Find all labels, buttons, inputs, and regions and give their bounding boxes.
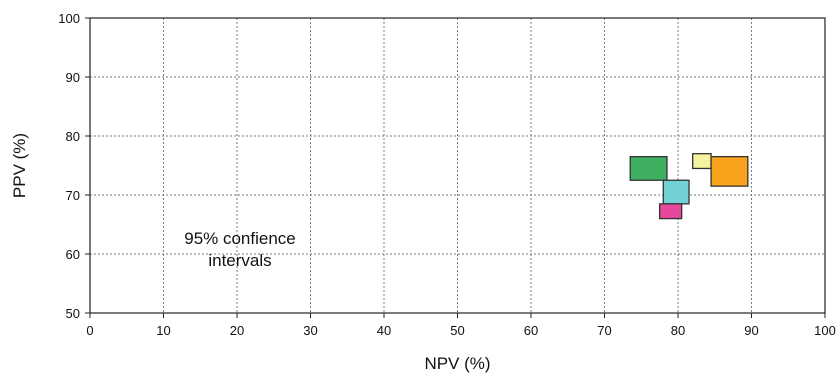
x-tick-label-80: 80	[671, 323, 685, 338]
x-tick-label-10: 10	[156, 323, 170, 338]
axis-ticks: 0 10 20 30 40 50 60 70 80 90 100 50 60 70 80 90 100	[58, 11, 836, 338]
y-tick-label-80: 80	[66, 129, 80, 144]
ci-box-2	[662, 179, 690, 205]
ci-box-5	[710, 155, 749, 187]
x-tick-label-100: 100	[814, 323, 836, 338]
x-tick-label-50: 50	[450, 323, 464, 338]
x-axis-title: NPV (%)	[424, 354, 490, 373]
x-tick-label-90: 90	[744, 323, 758, 338]
y-tick-label-90: 90	[66, 70, 80, 85]
y-tick-label-70: 70	[66, 188, 80, 203]
x-tick-label-40: 40	[377, 323, 391, 338]
y-tick-label-50: 50	[66, 306, 80, 321]
annotation-line-1: 95% confience	[184, 229, 296, 248]
x-tick-label-0: 0	[86, 323, 93, 338]
y-axis-title: PPV (%)	[10, 133, 29, 198]
x-tick-label-70: 70	[597, 323, 611, 338]
ci-box-3	[658, 203, 683, 220]
ci-box-4	[692, 153, 712, 170]
x-tick-label-60: 60	[524, 323, 538, 338]
confidence-boxes	[629, 153, 749, 220]
annotation-line-2: intervals	[208, 251, 271, 270]
ci-box-1	[629, 155, 668, 181]
y-tick-label-100: 100	[58, 11, 80, 26]
y-tick-label-60: 60	[66, 247, 80, 262]
grid-lines	[90, 18, 825, 313]
x-tick-label-20: 20	[230, 323, 244, 338]
x-tick-label-30: 30	[303, 323, 317, 338]
